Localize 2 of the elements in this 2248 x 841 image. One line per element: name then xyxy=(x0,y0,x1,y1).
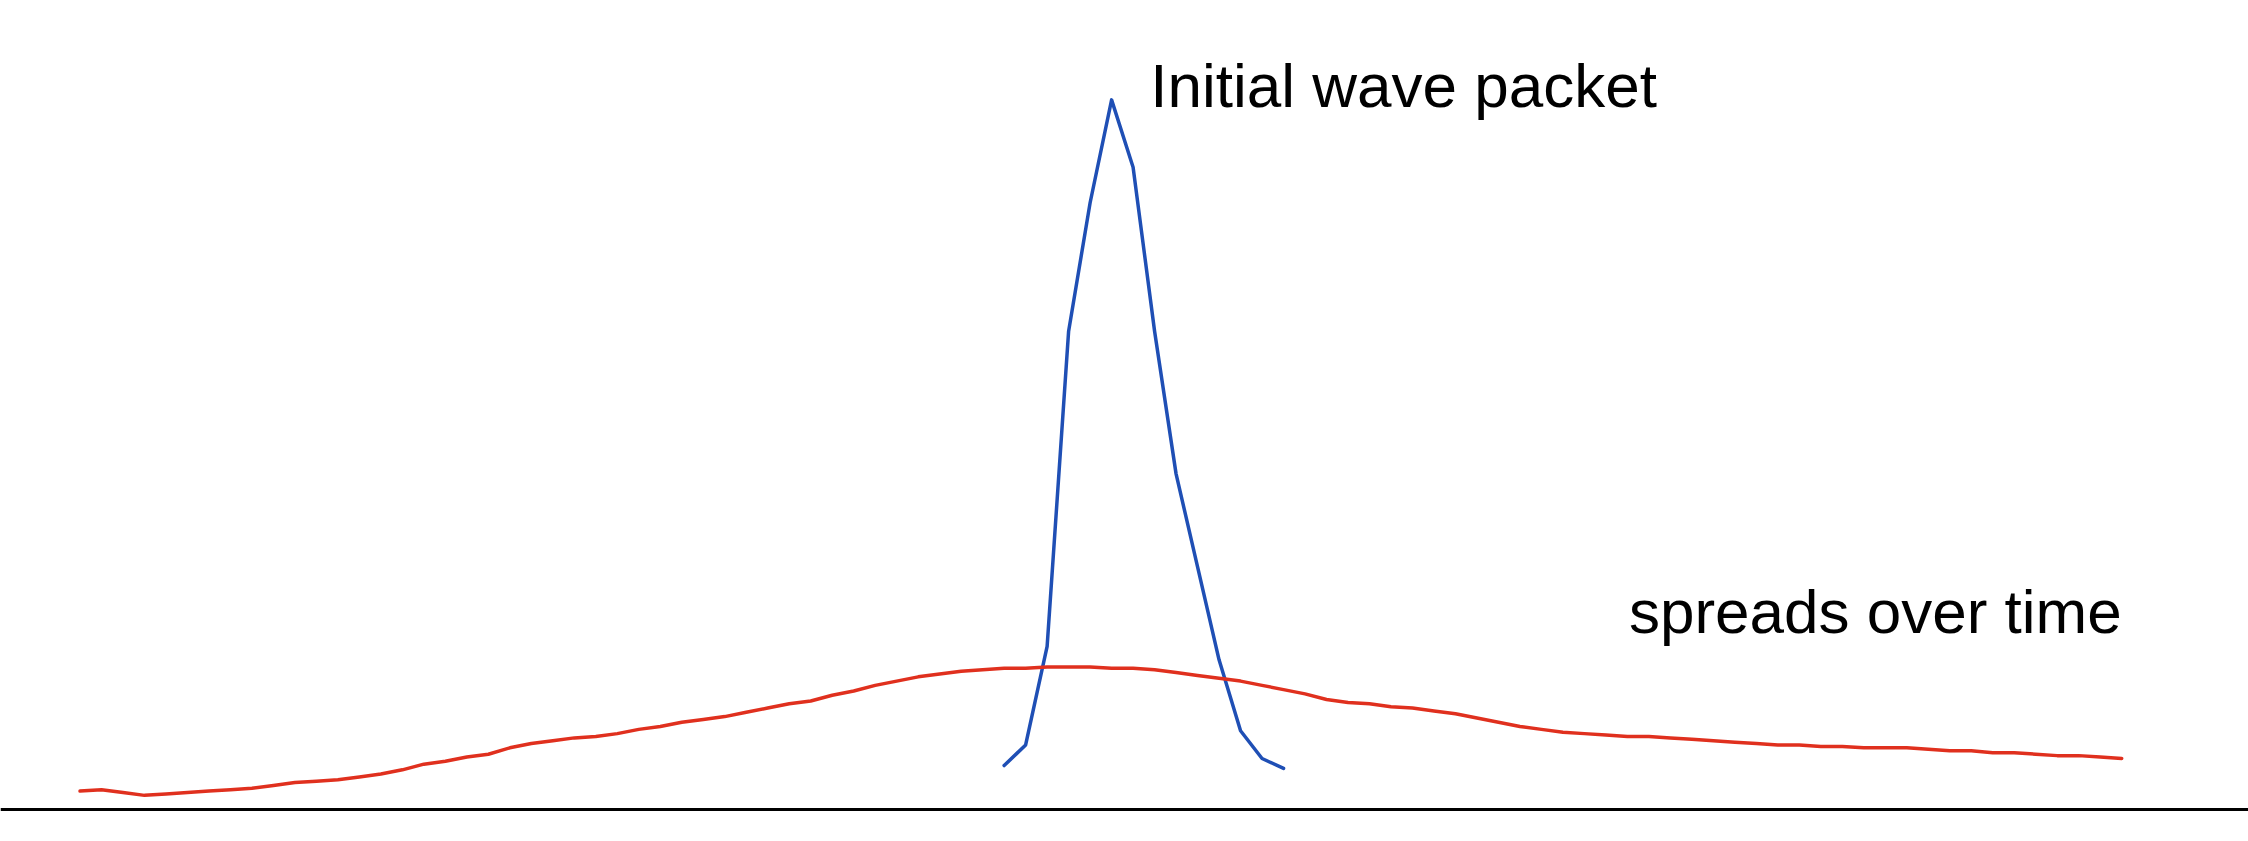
annotation: Initial wave packet xyxy=(1150,51,1657,121)
annotation: spreads over time xyxy=(1628,576,2122,646)
